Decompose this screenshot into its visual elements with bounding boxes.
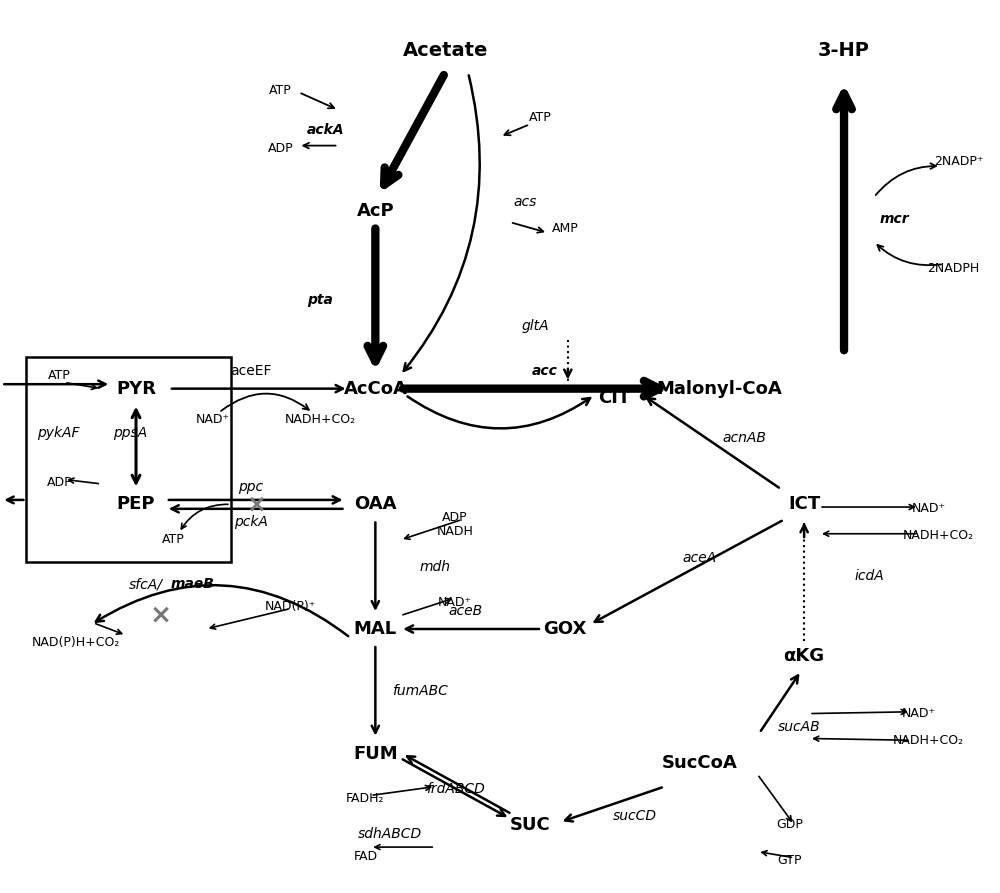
Text: NAD⁺: NAD⁺ xyxy=(196,413,230,426)
Text: sucAB: sucAB xyxy=(778,720,820,734)
Text: sucCD: sucCD xyxy=(613,809,657,823)
Text: maeB: maeB xyxy=(171,578,215,591)
Text: 2NADPH: 2NADPH xyxy=(928,262,980,275)
Text: ATP: ATP xyxy=(529,111,551,123)
Text: FADH₂: FADH₂ xyxy=(346,791,385,805)
Text: pckA: pckA xyxy=(234,515,268,530)
Text: ppc: ppc xyxy=(238,480,263,494)
Text: acnAB: acnAB xyxy=(722,430,766,445)
Text: AMP: AMP xyxy=(551,221,578,235)
Text: ATP: ATP xyxy=(48,369,71,382)
Text: ATP: ATP xyxy=(269,84,292,97)
Text: icdA: icdA xyxy=(854,569,884,582)
Text: MAL: MAL xyxy=(354,620,397,638)
Text: ×: × xyxy=(150,603,172,629)
Text: GOX: GOX xyxy=(543,620,587,638)
Text: NAD⁺: NAD⁺ xyxy=(902,707,936,720)
Text: aceA: aceA xyxy=(682,551,717,564)
Text: NAD(P)⁺: NAD(P)⁺ xyxy=(265,600,316,613)
Text: pykAF: pykAF xyxy=(37,426,79,440)
Text: CIT: CIT xyxy=(599,388,631,406)
Text: frdABCD: frdABCD xyxy=(426,782,484,797)
Text: 2NADP⁺: 2NADP⁺ xyxy=(934,155,983,168)
Text: 3-HP: 3-HP xyxy=(818,41,870,60)
Text: Acetate: Acetate xyxy=(402,41,488,60)
Text: Malonyl-CoA: Malonyl-CoA xyxy=(657,380,782,397)
Text: αKG: αKG xyxy=(784,647,825,664)
Text: ppsA: ppsA xyxy=(113,426,147,440)
Text: acc: acc xyxy=(532,363,558,378)
Text: NAD(P)H+CO₂: NAD(P)H+CO₂ xyxy=(32,636,120,649)
Text: FAD: FAD xyxy=(353,849,377,863)
Text: GTP: GTP xyxy=(777,854,801,867)
Text: ICT: ICT xyxy=(788,496,820,513)
Text: NADH: NADH xyxy=(437,524,474,538)
Text: GDP: GDP xyxy=(776,818,803,831)
Text: mdh: mdh xyxy=(420,560,451,573)
Text: sfcA/: sfcA/ xyxy=(129,578,163,591)
Text: NAD⁺: NAD⁺ xyxy=(912,503,946,515)
Text: ADP: ADP xyxy=(268,142,293,154)
Text: NADH+CO₂: NADH+CO₂ xyxy=(903,529,974,542)
Text: ADP: ADP xyxy=(46,476,72,488)
Text: OAA: OAA xyxy=(354,496,397,513)
Text: mcr: mcr xyxy=(879,213,909,227)
Text: ackA: ackA xyxy=(307,123,344,138)
Text: ATP: ATP xyxy=(162,533,184,547)
Text: NAD⁺: NAD⁺ xyxy=(438,596,472,609)
Text: SucCoA: SucCoA xyxy=(662,754,737,772)
Text: AcP: AcP xyxy=(357,202,394,220)
Text: ADP: ADP xyxy=(442,511,468,524)
Text: pta: pta xyxy=(308,293,333,306)
Text: FUM: FUM xyxy=(353,745,398,763)
Text: aceEF: aceEF xyxy=(230,363,271,378)
Text: NADH+CO₂: NADH+CO₂ xyxy=(285,413,356,426)
Text: SUC: SUC xyxy=(510,816,550,834)
Text: AcCoA: AcCoA xyxy=(343,380,407,397)
Text: acs: acs xyxy=(513,195,537,209)
Text: fumABC: fumABC xyxy=(392,684,448,698)
Text: aceB: aceB xyxy=(448,605,482,618)
Text: sdhABCD: sdhABCD xyxy=(358,827,422,840)
Text: gltA: gltA xyxy=(521,320,549,333)
Bar xyxy=(26,357,231,563)
Text: NADH+CO₂: NADH+CO₂ xyxy=(893,734,964,747)
Text: PEP: PEP xyxy=(117,496,155,513)
Text: PYR: PYR xyxy=(116,380,156,397)
Text: ×: × xyxy=(246,492,266,516)
